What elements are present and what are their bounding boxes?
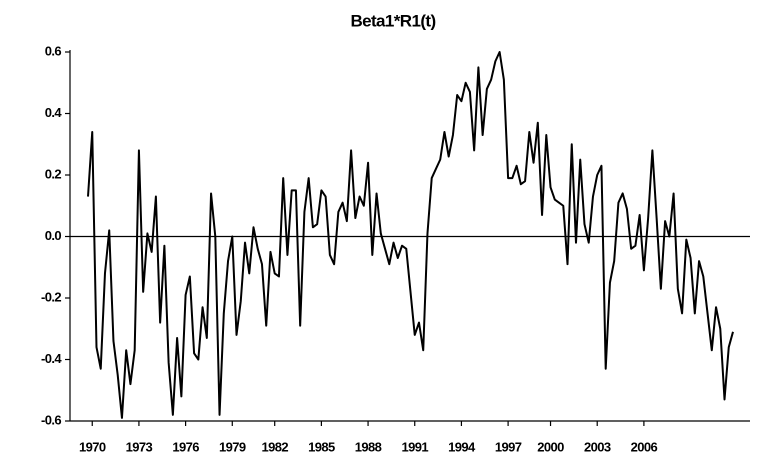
- y-tick-label: 0.0: [45, 228, 62, 243]
- x-tick-label: 1982: [261, 439, 288, 454]
- x-tick-label: 1970: [79, 439, 106, 454]
- y-tick-label: 0.4: [45, 105, 63, 120]
- x-tick-label: 1985: [308, 439, 335, 454]
- chart-title: Beta1*R1(t): [350, 11, 435, 30]
- y-tick-label: -0.4: [41, 351, 62, 366]
- data-line: [87, 51, 734, 419]
- x-tick-label: 1979: [219, 439, 246, 454]
- x-tick-label: 1991: [401, 439, 428, 454]
- x-tick-label: 2006: [631, 439, 658, 454]
- y-tick-label: -0.6: [41, 412, 61, 427]
- x-tick-label: 1973: [126, 439, 153, 454]
- y-tick-label: 0.6: [45, 43, 62, 58]
- y-tick-label: 0.2: [45, 166, 62, 181]
- x-tick-label: 2003: [584, 439, 611, 454]
- x-tick-label: 1988: [355, 439, 382, 454]
- x-tick-label: 1976: [172, 439, 199, 454]
- y-tick-label: -0.2: [41, 289, 61, 304]
- x-tick-label: 2000: [537, 439, 564, 454]
- x-tick-label: 1997: [495, 439, 522, 454]
- x-tick-label: 1994: [448, 439, 476, 454]
